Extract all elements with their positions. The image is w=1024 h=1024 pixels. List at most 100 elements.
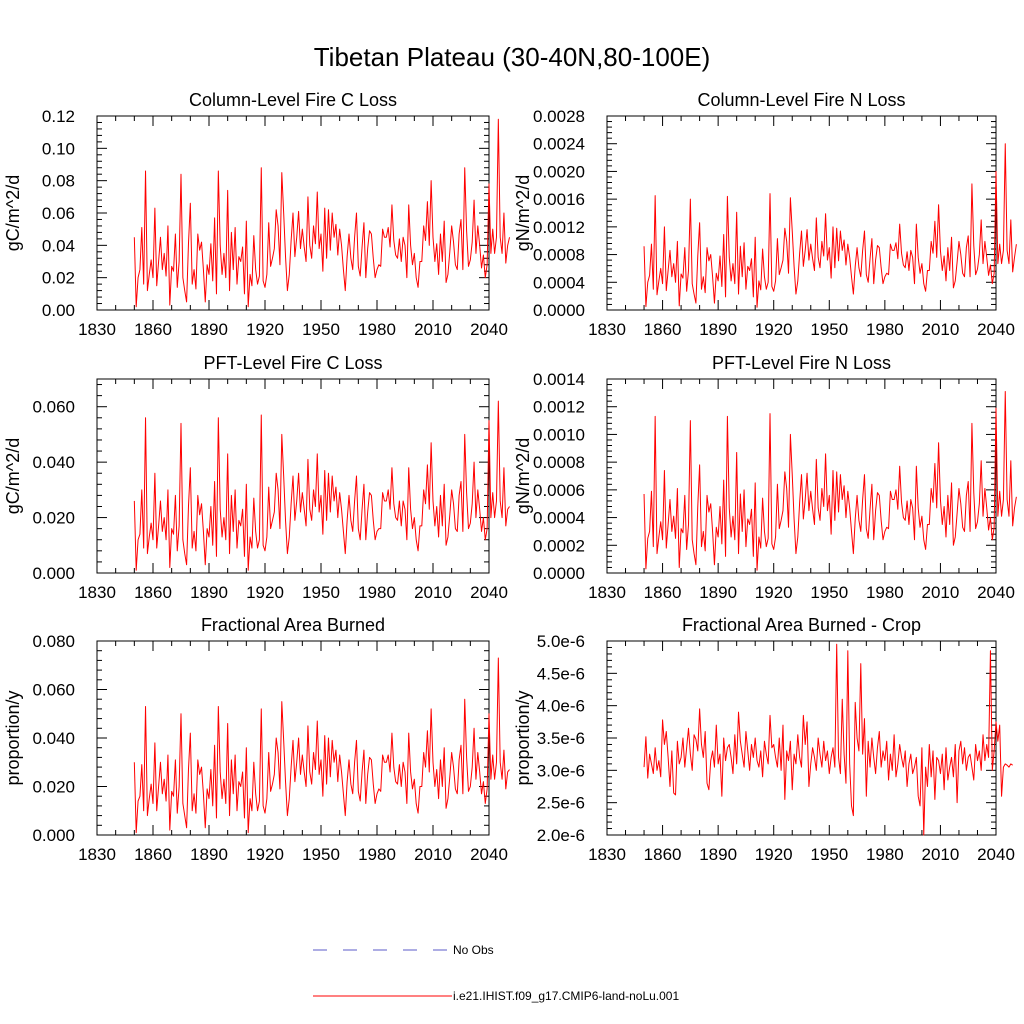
x-tick-label: 2010 [922,320,960,339]
y-tick-label: 0.0012 [533,218,585,237]
x-tick-label: 1980 [866,845,904,864]
x-tick-label: 1830 [78,845,116,864]
x-tick-label: 2010 [414,320,452,339]
y-tick-label: 0.040 [32,729,75,748]
x-tick-label: 2040 [977,845,1015,864]
y-tick-label: 0.0008 [533,246,585,265]
panels: Column-Level Fire C Loss gC/m^2/d 1830 1860… [3,90,1017,864]
y-tick-label: 3.5e-6 [537,729,585,748]
x-tick-label: 2040 [977,320,1015,339]
y-tick-label: 0.0008 [533,453,585,472]
x-tick-label: 1950 [810,583,848,602]
x-tick-label: 1920 [755,845,793,864]
x-tick-label: 1830 [78,583,116,602]
panel-fractional-area-burned: Fractional Area Burned proportion/y 1830 18… [3,615,510,864]
y-axis-label: proportion/y [3,690,23,785]
x-tick-label: 1860 [134,845,172,864]
series-line [133,657,510,834]
y-tick-label: 4.5e-6 [537,664,585,683]
x-tick-label: 1830 [588,320,626,339]
legend: No Obs i.e21.IHIST.f09_g17.CMIP6-land-no… [313,943,679,1003]
x-tick-label: 1860 [134,320,172,339]
y-tick-label: 0.000 [32,564,75,583]
x-tick-label: 1920 [246,583,284,602]
x-tick-label: 1950 [302,320,340,339]
y-tick-label: 0.060 [32,681,75,700]
y-tick-label: 0.0004 [533,273,585,292]
panel-title: Fractional Area Burned [201,615,385,635]
x-tick-label: 1920 [246,320,284,339]
y-tick-label: 0.12 [42,107,75,126]
panel-title: Fractional Area Burned - Crop [682,615,921,635]
legend-label-no-obs: No Obs [453,943,494,957]
series-line [643,390,1017,571]
y-tick-label: 0.02 [42,269,75,288]
y-tick-label: 0.06 [42,204,75,223]
panel-title: Column-Level Fire N Loss [697,90,905,110]
y-tick-label: 0.0006 [533,481,585,500]
panel-pft-level-fire-c-loss: PFT-Level Fire C Loss gC/m^2/d 1830 1860 189… [3,353,510,602]
y-tick-label: 0.020 [32,778,75,797]
y-axis-label: gN/m^2/d [513,175,533,251]
x-tick-label: 1980 [358,845,396,864]
panel-title: PFT-Level Fire C Loss [203,353,382,373]
panel-title: PFT-Level Fire N Loss [712,353,891,373]
y-tick-label: 0.0000 [533,564,585,583]
x-tick-label: 1980 [866,583,904,602]
x-tick-label: 1890 [699,845,737,864]
x-tick-label: 1890 [190,320,228,339]
plot-frame [96,378,490,574]
x-tick-label: 1920 [755,320,793,339]
x-tick-label: 1860 [644,845,682,864]
y-tick-label: 0.00 [42,301,75,320]
series-line [643,143,1017,308]
y-tick-label: 0.0020 [533,162,585,181]
y-axis-label: gC/m^2/d [3,175,23,251]
x-tick-label: 1950 [810,320,848,339]
y-tick-label: 5.0e-6 [537,632,585,651]
panel-fractional-area-burned-crop: Fractional Area Burned - Crop proportion/… [513,615,1015,864]
y-axis-label: gC/m^2/d [3,438,23,514]
x-tick-label: 1980 [358,320,396,339]
y-tick-label: 0.0004 [533,509,585,528]
series-line [133,400,510,571]
y-tick-label: 4.0e-6 [537,697,585,716]
y-tick-label: 0.0028 [533,107,585,126]
y-tick-label: 0.0016 [533,190,585,209]
x-tick-label: 1920 [246,845,284,864]
x-tick-label: 1920 [755,583,793,602]
x-tick-label: 1980 [358,583,396,602]
panel-title: Column-Level Fire C Loss [189,90,397,110]
x-tick-label: 1830 [588,583,626,602]
x-tick-label: 1860 [644,320,682,339]
y-tick-label: 0.000 [32,826,75,845]
y-tick-label: 0.0014 [533,370,585,389]
y-tick-label: 0.0012 [533,398,585,417]
x-tick-label: 2040 [470,583,508,602]
x-tick-label: 1950 [302,845,340,864]
x-tick-label: 1890 [699,583,737,602]
x-tick-label: 2010 [922,845,960,864]
legend-label-model: i.e21.IHIST.f09_g17.CMIP6-land-noLu.001 [453,989,679,1003]
x-tick-label: 2010 [414,845,452,864]
series-line [133,118,511,308]
y-tick-label: 0.080 [32,632,75,651]
y-tick-label: 0.0010 [533,425,585,444]
panel-column-level-fire-n-loss: Column-Level Fire N Loss gN/m^2/d 1830 1860… [513,90,1017,339]
x-tick-label: 1950 [810,845,848,864]
panel-column-level-fire-c-loss: Column-Level Fire C Loss gC/m^2/d 1830 1860… [3,90,511,339]
y-tick-label: 0.0000 [533,301,585,320]
y-tick-label: 0.060 [32,398,75,417]
y-tick-label: 0.040 [32,453,75,472]
x-tick-label: 2010 [922,583,960,602]
x-tick-label: 1980 [866,320,904,339]
y-axis-label: proportion/y [513,690,533,785]
y-tick-label: 0.10 [42,139,75,158]
x-tick-label: 1890 [190,845,228,864]
series-line [643,643,1013,836]
plot-frame [606,115,997,311]
x-tick-label: 1890 [699,320,737,339]
x-tick-label: 1890 [190,583,228,602]
y-tick-label: 0.04 [42,236,75,255]
